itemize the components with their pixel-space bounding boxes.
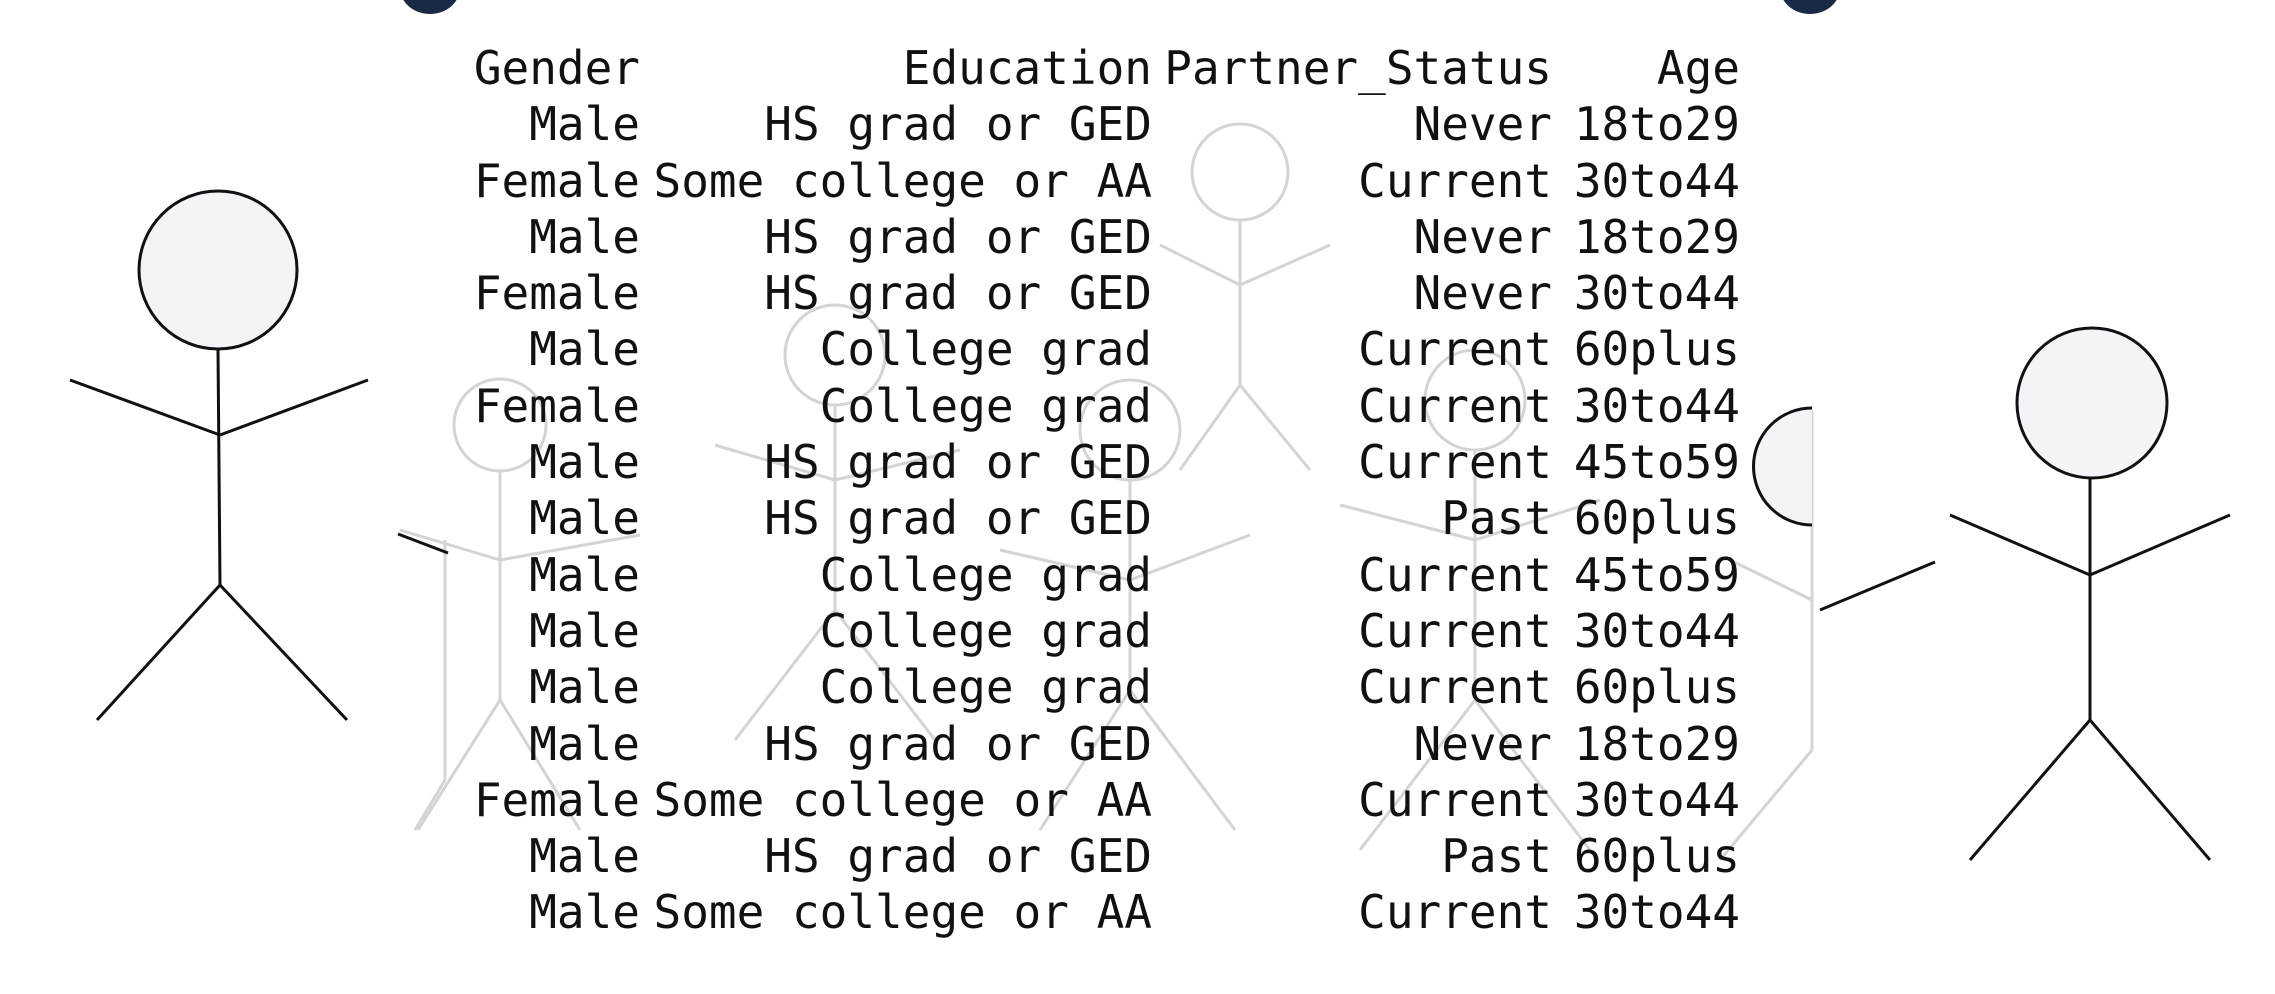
table-row: Female College grad Current 30to44 [420,378,1740,434]
stick-figure-middle-right [1752,406,1936,612]
cell-partner-status: Never [1413,97,1552,152]
cell-gender: Male [529,97,640,152]
stick-figure-right [1949,326,2231,861]
cell-gender: Male [529,885,640,940]
cell-age: 30to44 [1573,378,1740,433]
table-row: Female Some college or AA Current 30to44 [420,153,1740,209]
cell-education: HS grad or GED [764,97,1152,152]
cell-partner-status: Never [1413,716,1552,771]
cell-gender: Male [529,491,640,546]
cell-partner-status: Current [1358,547,1552,602]
table-row: Male HS grad or GED Never 18to29 [420,209,1740,265]
cell-age: 30to44 [1573,153,1740,208]
cell-partner-status: Current [1358,660,1552,715]
cell-partner-status: Current [1358,435,1552,490]
cell-education: Some college or AA [653,885,1153,940]
cell-age: 18to29 [1573,97,1740,152]
cell-age: 60plus [1573,829,1740,884]
stick-figure-background-3 [714,303,961,741]
cell-age: 30to44 [1573,772,1740,827]
stick-figure-background-1 [1159,122,1331,471]
table-row: Female HS grad or GED Never 30to44 [420,265,1740,321]
cell-age: 45to59 [1573,547,1740,602]
table-row: Male College grad Current 30to44 [420,603,1740,659]
cell-age: 60plus [1573,491,1740,546]
cell-education: College grad [819,322,1152,377]
column-header-partner-status: Partner_Status [1164,41,1552,95]
cropped-heading [0,0,2275,20]
table-row: Male College grad Current 60plus [420,659,1740,715]
table-row: Male HS grad or GED Never 18to29 [420,96,1740,152]
cell-gender: Male [529,716,640,771]
cell-partner-status: Current [1358,772,1552,827]
cell-gender: Female [473,772,640,827]
stick-figure-left [69,189,369,722]
table-row: Female Some college or AA Current 30to44 [420,772,1740,828]
cell-age: 30to44 [1573,885,1740,940]
cell-partner-status: Current [1358,322,1552,377]
heading-glyph-fragment [1780,0,1840,14]
cell-age: 18to29 [1573,716,1740,771]
cell-age: 18to29 [1573,209,1740,264]
cell-gender: Male [529,547,640,602]
table-row: Male HS grad or GED Past 60plus [420,828,1740,884]
cell-gender: Male [529,829,640,884]
cell-education: College grad [819,603,1152,658]
cell-gender: Female [473,153,640,208]
column-header-gender: Gender [473,41,640,95]
column-header-education: Education [902,41,1152,95]
cell-partner-status: Never [1413,209,1552,264]
cell-partner-status: Current [1358,885,1552,940]
cell-gender: Female [473,266,640,321]
table-body: Male HS grad or GED Never 18to29 Female Some … [420,96,1740,940]
heading-glyph-fragment [400,0,460,14]
table-row: Male HS grad or GED Past 60plus [420,490,1740,546]
data-table: Gender Education Partner_Status Age Male… [420,40,1740,941]
cell-partner-status: Current [1358,603,1552,658]
stick-figure-background-4 [999,378,1251,831]
cell-partner-status: Never [1413,266,1552,321]
cell-gender: Male [529,322,640,377]
table-row: Male Some college or AA Current 30to44 [420,884,1740,940]
cell-education: College grad [819,660,1152,715]
cell-education: Some college or AA [653,772,1153,827]
cell-partner-status: Current [1358,378,1552,433]
arm-fragment-left [397,532,449,555]
table-row: Male HS grad or GED Current 45to59 [420,434,1740,490]
stick-figure-background-5 [1339,348,1601,851]
cell-education: Some college or AA [653,153,1153,208]
cell-education: HS grad or GED [764,435,1152,490]
table-row: Male College grad Current 45to59 [420,547,1740,603]
cell-education: HS grad or GED [764,716,1152,771]
cell-education: HS grad or GED [764,266,1152,321]
cell-age: 45to59 [1573,435,1740,490]
cell-partner-status: Current [1358,153,1552,208]
table-row: Male College grad Current 60plus [420,321,1740,377]
cell-age: 30to44 [1573,603,1740,658]
column-header-age: Age [1656,41,1740,95]
cell-age: 60plus [1573,660,1740,715]
table-header-row: Gender Education Partner_Status Age [420,40,1740,96]
cell-education: College grad [819,378,1152,433]
cell-education: HS grad or GED [764,829,1152,884]
cell-education: HS grad or GED [764,209,1152,264]
cell-age: 60plus [1573,322,1740,377]
cell-gender: Male [529,209,640,264]
cell-education: College grad [819,547,1152,602]
stick-figure-background-6 [413,410,1814,861]
cell-gender: Male [529,660,640,715]
cell-partner-status: Past [1441,491,1552,546]
cell-education: HS grad or GED [764,491,1152,546]
cell-partner-status: Past [1441,829,1552,884]
cell-age: 30to44 [1573,266,1740,321]
cell-gender: Male [529,435,640,490]
stick-figure-background-2 [399,377,641,831]
table-row: Male HS grad or GED Never 18to29 [420,716,1740,772]
cell-gender: Male [529,603,640,658]
cell-gender: Female [473,378,640,433]
